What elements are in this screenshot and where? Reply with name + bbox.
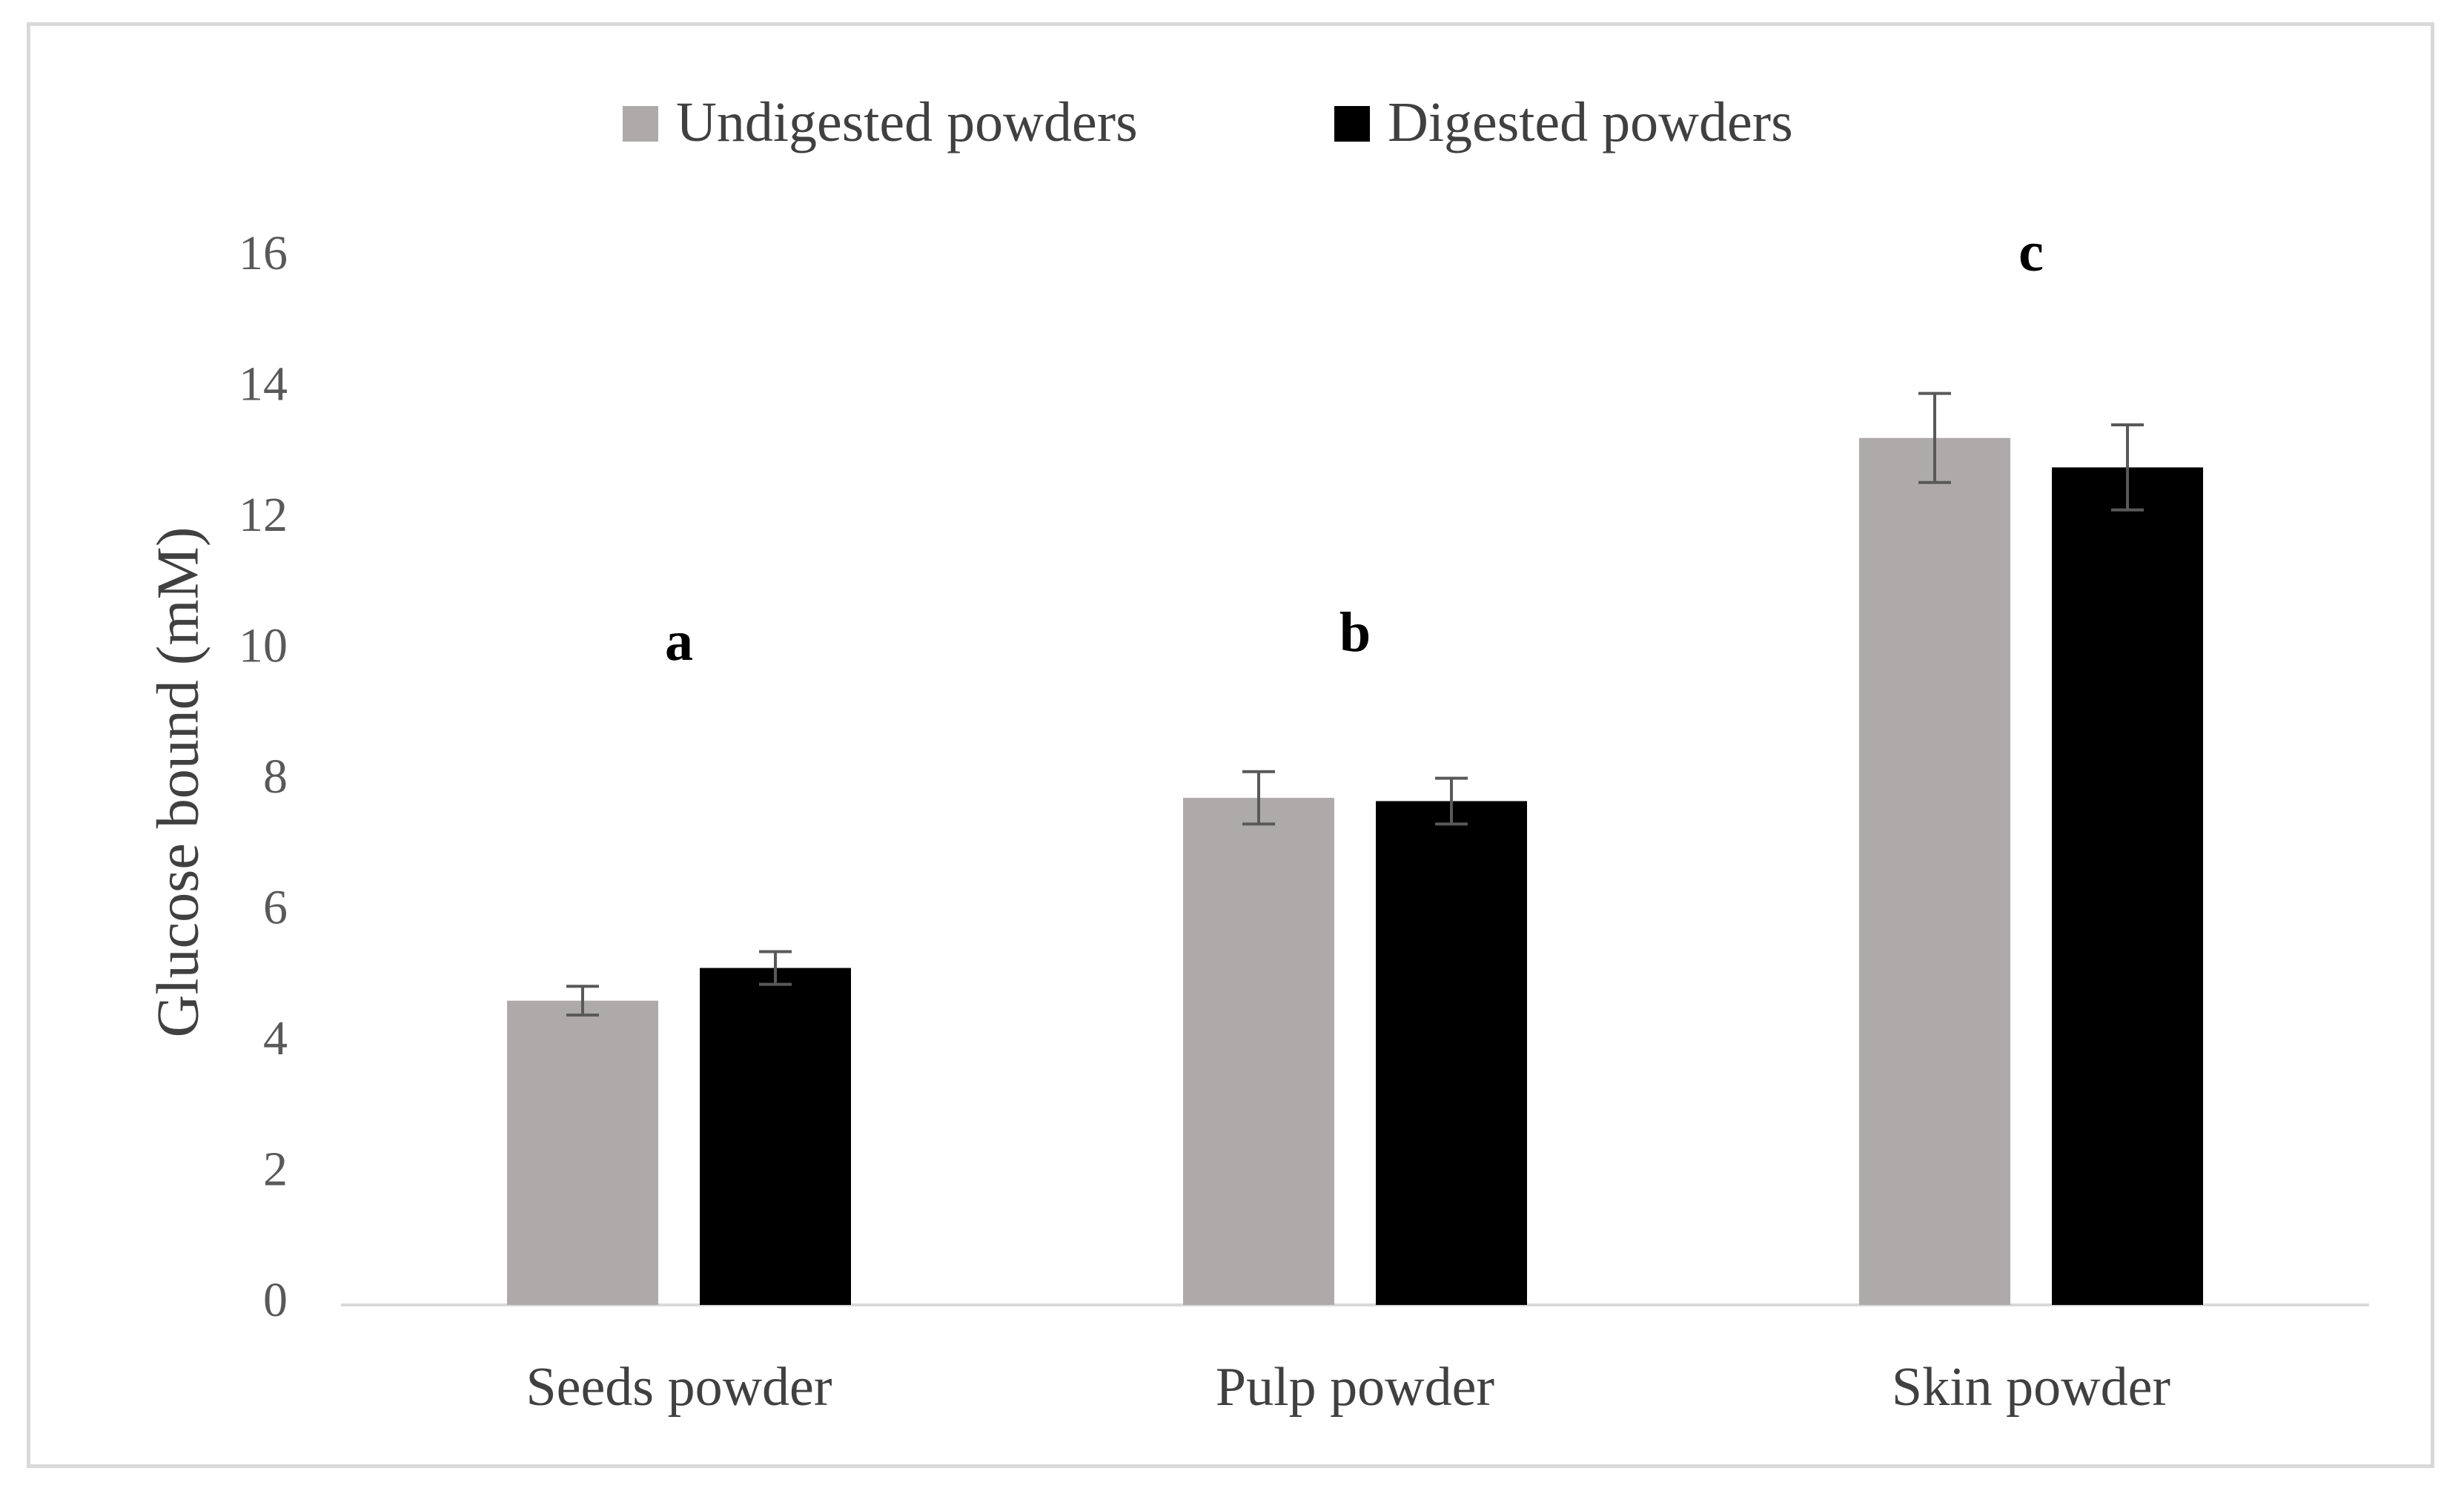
error-bar [759,950,792,986]
category-label: Skin powder [1892,1357,2170,1418]
bar-digested [700,968,851,1305]
legend-label-undigested: Undigested powders [676,91,1138,153]
y-tick-label: 16 [239,226,288,280]
bar-digested [1376,801,1527,1305]
significance-letter: b [1339,601,1371,664]
y-axis-title: Glucose bound (mM) [145,527,211,1038]
y-tick-label: 14 [239,357,288,411]
error-bar [566,985,599,1017]
significance-letters: a b c [665,221,2044,672]
bars [507,437,2203,1305]
y-tick-label: 4 [263,1011,288,1065]
error-bar [1435,776,1468,826]
y-tick-label: 12 [239,488,288,542]
bar-digested [2052,467,2203,1305]
category-label: Pulp powder [1216,1357,1494,1418]
bar-undigested [1859,437,2010,1305]
chart-frame [27,22,2434,1468]
error-bar [1242,770,1275,826]
legend-swatch-digested [1334,106,1370,142]
significance-letter: a [665,610,693,672]
legend: Undigested powders Digested powders [623,91,1793,153]
category-labels: Seeds powder Pulp powder Skin powder [526,1357,2170,1418]
bar-undigested [1183,798,1334,1305]
y-tick-label: 8 [263,750,288,804]
y-axis-ticks: 0 2 4 6 8 10 12 14 16 [239,226,288,1327]
error-bar [1918,391,1951,484]
legend-swatch-undigested [623,106,658,142]
y-tick-label: 0 [263,1273,288,1327]
y-tick-label: 10 [239,619,288,673]
significance-letter: c [2018,221,2044,283]
error-bars [566,391,2144,1017]
legend-label-digested: Digested powders [1388,91,1793,153]
category-label: Seeds powder [526,1357,832,1418]
y-tick-label: 2 [263,1143,288,1197]
bar-undigested [507,1000,658,1305]
error-bar [2111,423,2144,512]
y-tick-label: 6 [263,881,288,935]
